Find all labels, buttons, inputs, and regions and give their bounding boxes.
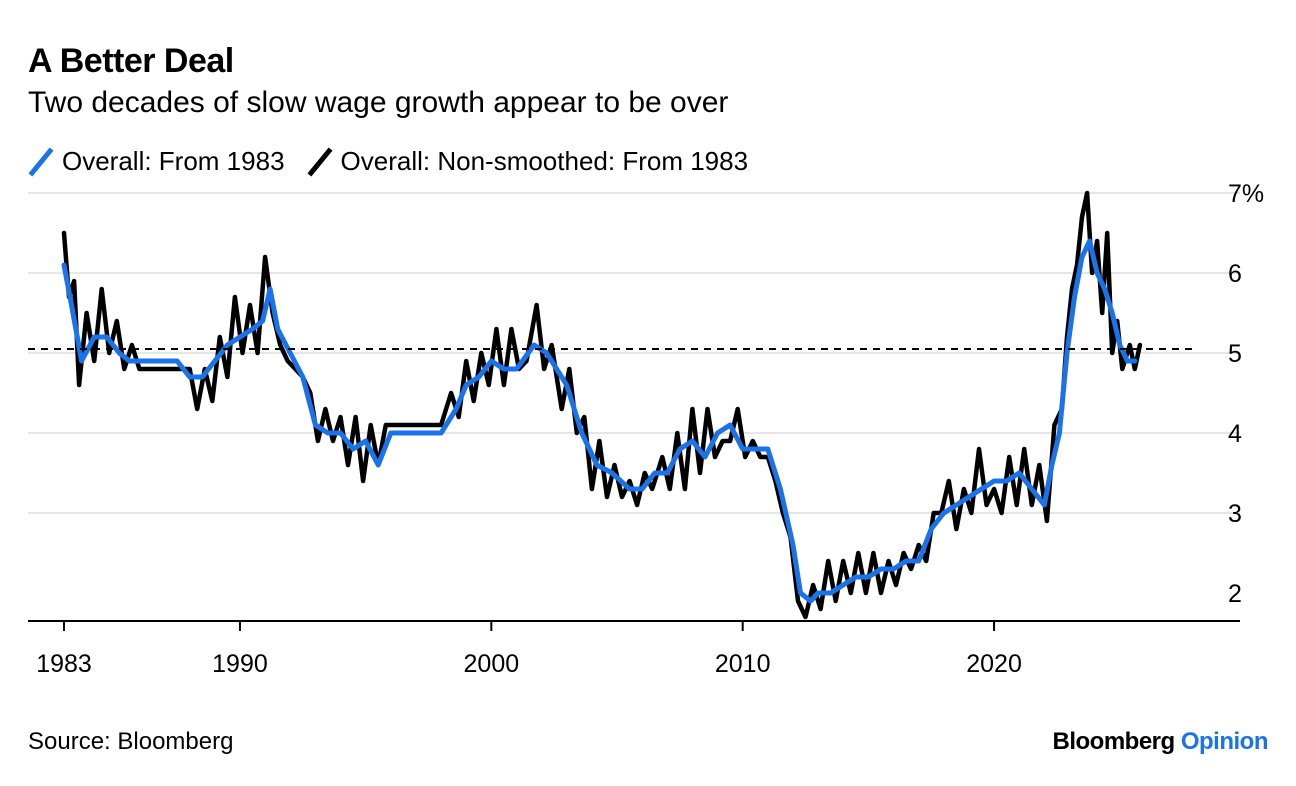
y-tick-label-4: 4 (1228, 420, 1242, 448)
legend-label-smoothed: Overall: From 1983 (62, 146, 285, 176)
brand-logo: Bloomberg Opinion (1053, 728, 1269, 756)
legend-swatch-blue-icon (28, 146, 54, 177)
x-tick-label-2020: 2020 (966, 650, 1022, 678)
y-tick-label-7: 7% (1228, 180, 1264, 208)
x-tick-label-2010: 2010 (715, 650, 771, 678)
series-line-smoothed (61, 238, 1138, 604)
y-axis-ticks: 2 3 4 5 6 7% (1228, 180, 1264, 608)
y-tick-label-2: 2 (1228, 580, 1242, 608)
x-tick-label-1983: 1983 (36, 650, 92, 678)
legend-swatch-black-icon (307, 146, 333, 177)
gridlines (28, 192, 1240, 622)
legend-item-smoothed: Overall: From 1983 (28, 146, 285, 177)
brand-name: Bloomberg (1052, 728, 1176, 755)
x-axis-ticks: 1983 1990 2000 2010 2020 (36, 621, 1022, 678)
x-tick-label-1990: 1990 (212, 650, 268, 678)
x-tick-label-2000: 2000 (464, 650, 520, 678)
legend: Overall: From 1983 Overall: Non-smoothed… (28, 146, 770, 177)
source-note: Source: Bloomberg (28, 728, 234, 755)
legend-item-raw: Overall: Non-smoothed: From 1983 (307, 146, 749, 177)
y-tick-label-5: 5 (1228, 340, 1242, 368)
series-lines (28, 190, 1196, 620)
brand-section: Opinion (1180, 728, 1269, 755)
y-tick-label-6: 6 (1228, 260, 1242, 288)
chart-subtitle: Two decades of slow wage growth appear t… (28, 86, 729, 119)
chart-title: A Better Deal (28, 42, 234, 80)
series-line-non-smoothed (61, 190, 1143, 620)
legend-label-raw: Overall: Non-smoothed: From 1983 (340, 146, 749, 176)
y-tick-label-3: 3 (1228, 500, 1242, 528)
